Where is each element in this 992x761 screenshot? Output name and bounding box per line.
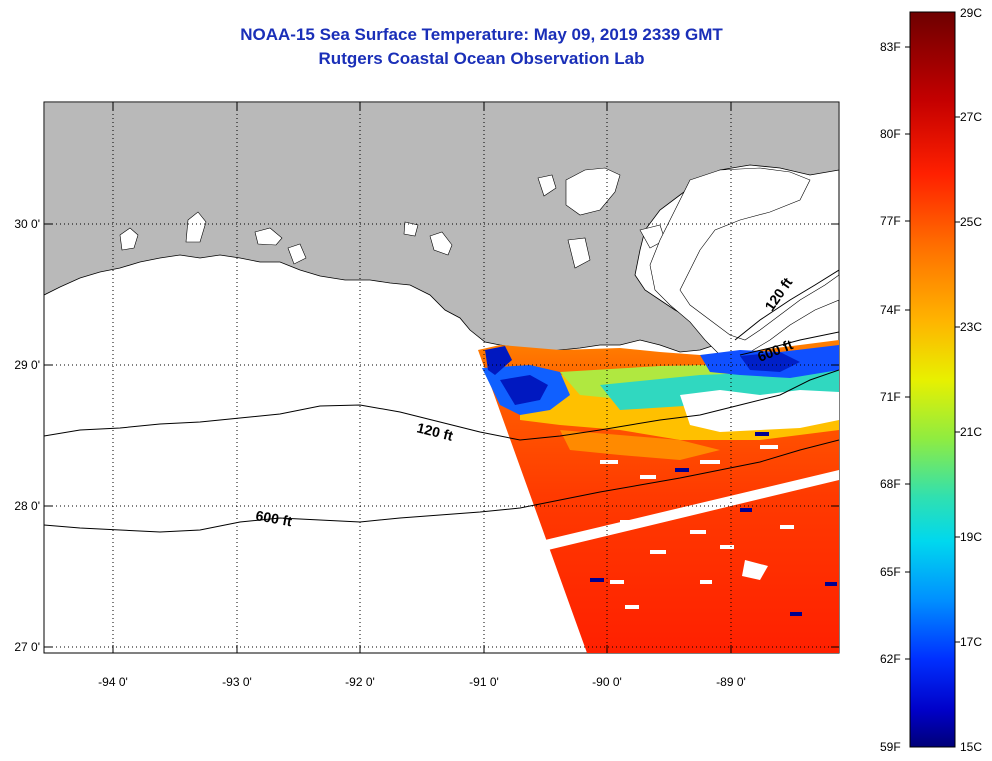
colorbar-c-label: 17C — [960, 635, 982, 649]
colorbar-c-label: 23C — [960, 320, 982, 334]
contour-120ft-east — [734, 269, 839, 341]
colorbar-ticks — [905, 46, 960, 660]
map-subtitle: Rutgers Coastal Ocean Observation Lab — [318, 49, 645, 68]
inland-lakes — [119, 167, 839, 356]
contour-label-600ft: 600 ft — [254, 507, 293, 529]
colorbar-c-label: 19C — [960, 530, 982, 544]
frame-ticks — [44, 102, 839, 653]
cloud-dashes — [600, 445, 794, 609]
y-tick-label: 29 0' — [14, 358, 40, 372]
colorbar-f-label: 83F — [880, 40, 901, 54]
colorbar — [909, 11, 956, 748]
colorbar-f-label: 80F — [880, 127, 901, 141]
x-tick-label: -93 0' — [222, 675, 252, 689]
colorbar-c-label: 29C — [960, 6, 982, 20]
x-tick-label: -92 0' — [345, 675, 375, 689]
colorbar-f-label: 65F — [880, 565, 901, 579]
colorbar-c-label: 27C — [960, 110, 982, 124]
x-tick-label: -89 0' — [716, 675, 746, 689]
colorbar-f-label: 77F — [880, 214, 901, 228]
colorbar-c-label: 21C — [960, 425, 982, 439]
cool-water-patches — [482, 345, 839, 580]
colorbar-c-labels: 29C 27C 25C 23C 21C 19C 17C 15C — [960, 6, 982, 754]
colorbar-f-label: 59F — [880, 740, 901, 754]
colorbar-f-label: 71F — [880, 390, 901, 404]
contour-600ft-east — [739, 331, 839, 356]
map-title: NOAA-15 Sea Surface Temperature: May 09,… — [240, 25, 723, 44]
contour-600ft-west — [44, 439, 839, 533]
colorbar-c-label: 25C — [960, 215, 982, 229]
x-tick-label: -91 0' — [469, 675, 499, 689]
colorbar-f-label: 62F — [880, 652, 901, 666]
colorbar-f-label: 74F — [880, 303, 901, 317]
x-tick-label: -94 0' — [98, 675, 128, 689]
y-tick-label: 30 0' — [14, 217, 40, 231]
colorbar-f-label: 68F — [880, 477, 901, 491]
graticule — [44, 102, 839, 653]
colorbar-c-label: 15C — [960, 740, 982, 754]
cloud-edge-dashes — [590, 432, 837, 616]
contour-120ft-west — [44, 369, 839, 441]
cloud-streak — [545, 470, 839, 550]
y-tick-label: 28 0' — [14, 499, 40, 513]
x-tick-label: -90 0' — [592, 675, 622, 689]
y-tick-label: 27 0' — [14, 640, 40, 654]
colorbar-f-labels: 83F 80F 77F 74F 71F 68F 65F 62F 59F — [880, 40, 901, 754]
